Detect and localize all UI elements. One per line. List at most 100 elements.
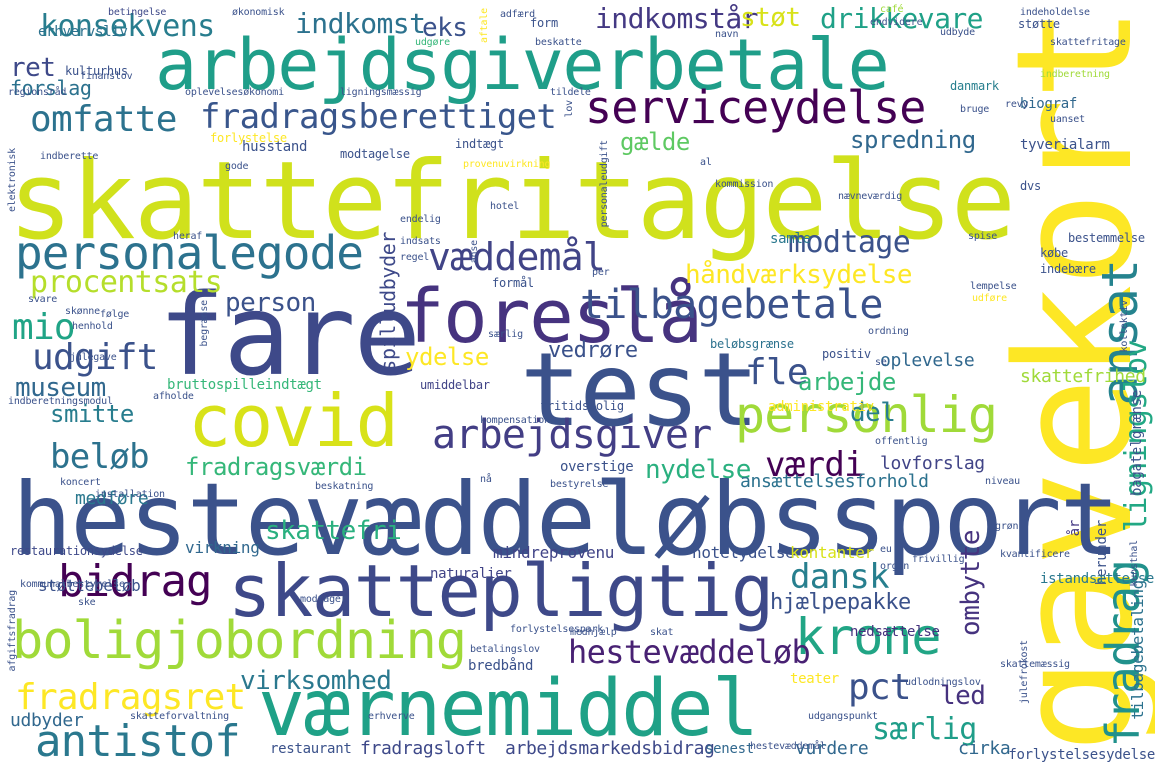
word-husstand: husstand: [242, 139, 308, 155]
word-udgift: udgift: [32, 337, 158, 378]
word-personlig: personlig: [735, 386, 998, 444]
word-folge: følge: [100, 309, 130, 320]
word-smitte: smitte: [50, 400, 134, 428]
word-oplevelse: oplevelse: [880, 350, 975, 371]
word-cafe: café: [880, 4, 904, 15]
word-fradragsret: fradragsret: [15, 677, 246, 718]
word-endvidere: endvidere: [870, 17, 923, 28]
word-ret: ret: [10, 53, 56, 83]
word-fradragsvaerdi: fradragsværdi: [185, 453, 367, 481]
word-lov: lov: [564, 100, 575, 118]
word-navn: navn: [715, 29, 739, 40]
word-skattefri: skattefri: [265, 516, 402, 546]
word-stot: støt: [740, 3, 801, 33]
word-krone: krone: [795, 608, 942, 666]
word-boligjobordning: boligjobordning: [12, 611, 467, 671]
word-bagatelgraense: bagatelgrænse: [1129, 390, 1145, 496]
word-danmark: danmark: [950, 79, 999, 93]
word-indkomst: indkomst: [295, 7, 426, 40]
word-al: al: [700, 157, 712, 168]
word-bredband: bredbånd: [468, 658, 534, 674]
word-handvaerksydelse: håndværksydelse: [685, 260, 913, 290]
word-overstige: overstige: [560, 459, 634, 475]
word-modtagelse: modtagelse: [340, 147, 410, 161]
word-vaeddemal: væddemål: [428, 235, 606, 279]
word-nedsaettelse: nedsættelse: [850, 624, 940, 640]
word-tyverialarm: tyverialarm: [1020, 137, 1110, 153]
word-oplevelsesokonomi: oplevelsesøkonomi: [185, 87, 284, 98]
word-pct: pct: [848, 667, 912, 708]
word-medfore: medføre: [75, 488, 149, 509]
word-se: se: [875, 357, 887, 368]
word-kommission: kommission: [715, 179, 774, 190]
word-istandsaettelse: istandsættelse: [1040, 571, 1155, 587]
word-lempelse: lempelse: [970, 281, 1017, 292]
word-virkning: virkning: [185, 538, 260, 557]
word-personalegode: personalegode: [15, 226, 364, 280]
word-konsekvens: konsekvens: [40, 9, 215, 44]
word-procentsats: procentsats: [30, 265, 223, 300]
word-kobe: købe: [1040, 246, 1068, 260]
word-vurdere: vurdere: [795, 738, 869, 759]
word-bidrag: bidrag: [58, 556, 213, 607]
word-anse: anse: [469, 240, 480, 264]
word-erhverve: erhverve: [368, 711, 415, 722]
word-bestemmelse: bestemmelse: [1068, 231, 1145, 245]
word-indberetning: indberetning: [1040, 69, 1110, 80]
word-gron: grøn: [995, 521, 1019, 532]
word-modtager: modtager: [300, 594, 347, 605]
word-arbejdsgiver: arbejdsgiver: [432, 412, 712, 458]
word-spredning: spredning: [850, 126, 976, 154]
word-begraense: begrænse: [199, 300, 210, 347]
word-adfaerd: adfærd: [500, 9, 535, 20]
word-udbyde: udbyde: [940, 27, 975, 38]
word-restaurationsydelse: restaurationsydelse: [10, 544, 143, 558]
word-indsats: indsats: [400, 236, 441, 247]
word-personaleudgift: personaleudgift: [599, 140, 610, 228]
word-svare: svare: [28, 294, 58, 305]
word-serviceydelse: serviceydelse: [585, 81, 926, 134]
word-hestevaeddelobssport: hestevæddeløbssport: [12, 461, 1120, 578]
word-vaernemiddel: værnemiddel: [258, 664, 759, 754]
word-forslag: forslag: [10, 76, 92, 100]
word-drikkevare: drikkevare: [820, 2, 984, 35]
word-kollektiv: kollektiv: [1119, 300, 1130, 353]
word-ar: år: [1067, 520, 1083, 537]
word-skattemaessig: skattemæssig: [1000, 659, 1070, 670]
word-kvantificere: kvantificere: [1000, 549, 1070, 560]
word-betingelse: betingelse: [108, 7, 167, 18]
word-koncert: koncert: [60, 477, 101, 488]
word-stottebelob: støttebeløb: [38, 576, 141, 595]
word-aftale: aftale: [479, 8, 490, 43]
word-na: nå: [480, 474, 492, 485]
word-kontanter: kontanter: [790, 543, 874, 562]
word-hestevaeddelob: hestevæddeløb: [568, 633, 811, 671]
word-ligningsmaessig: ligningsmæssig: [340, 87, 422, 98]
word-elektronisk: elektronisk: [7, 148, 18, 213]
word-samle: samle: [770, 231, 811, 247]
word-erhvervsliv: erhvervsliv: [38, 24, 128, 40]
word-arbejdsgiverbetale: arbejdsgiverbetale: [155, 24, 890, 106]
word-naevnevaerdig: nævneværdig: [838, 191, 903, 202]
word-udlodningslov: udlodningslov: [905, 677, 981, 688]
word-belobsgraense: beløbsgrænse: [710, 337, 794, 351]
word-omfatte: omfatte: [30, 99, 177, 140]
word-ydelse: ydelse: [405, 343, 489, 371]
word-indberetningsmodul: indberetningsmodul: [8, 396, 113, 407]
word-hotel: hotel: [490, 201, 520, 212]
word-bruge: bruge: [960, 104, 990, 115]
word-virksomhed: virksomhed: [240, 666, 392, 696]
word-restaurant: restaurant: [270, 741, 352, 757]
word-antistof: antistof: [35, 716, 241, 767]
word-okonomisk: økonomisk: [232, 7, 285, 18]
word-provenuvirkning: provenuvirkning: [463, 159, 551, 170]
word-julegave: julegave: [70, 352, 117, 363]
word-forlystelsesydelse: forlystelsesydelse: [1008, 747, 1155, 763]
word-henhold: henhold: [72, 321, 113, 332]
word-udfore: udføre: [972, 293, 1007, 304]
word-udbyder: udbyder: [10, 710, 84, 731]
word-offentlig: offentlig: [875, 436, 928, 447]
word-revy: revy: [1005, 99, 1029, 110]
word-dvs: dvs: [1020, 179, 1041, 193]
word-fradragsberettiget: fradragsberettiget: [200, 97, 557, 137]
